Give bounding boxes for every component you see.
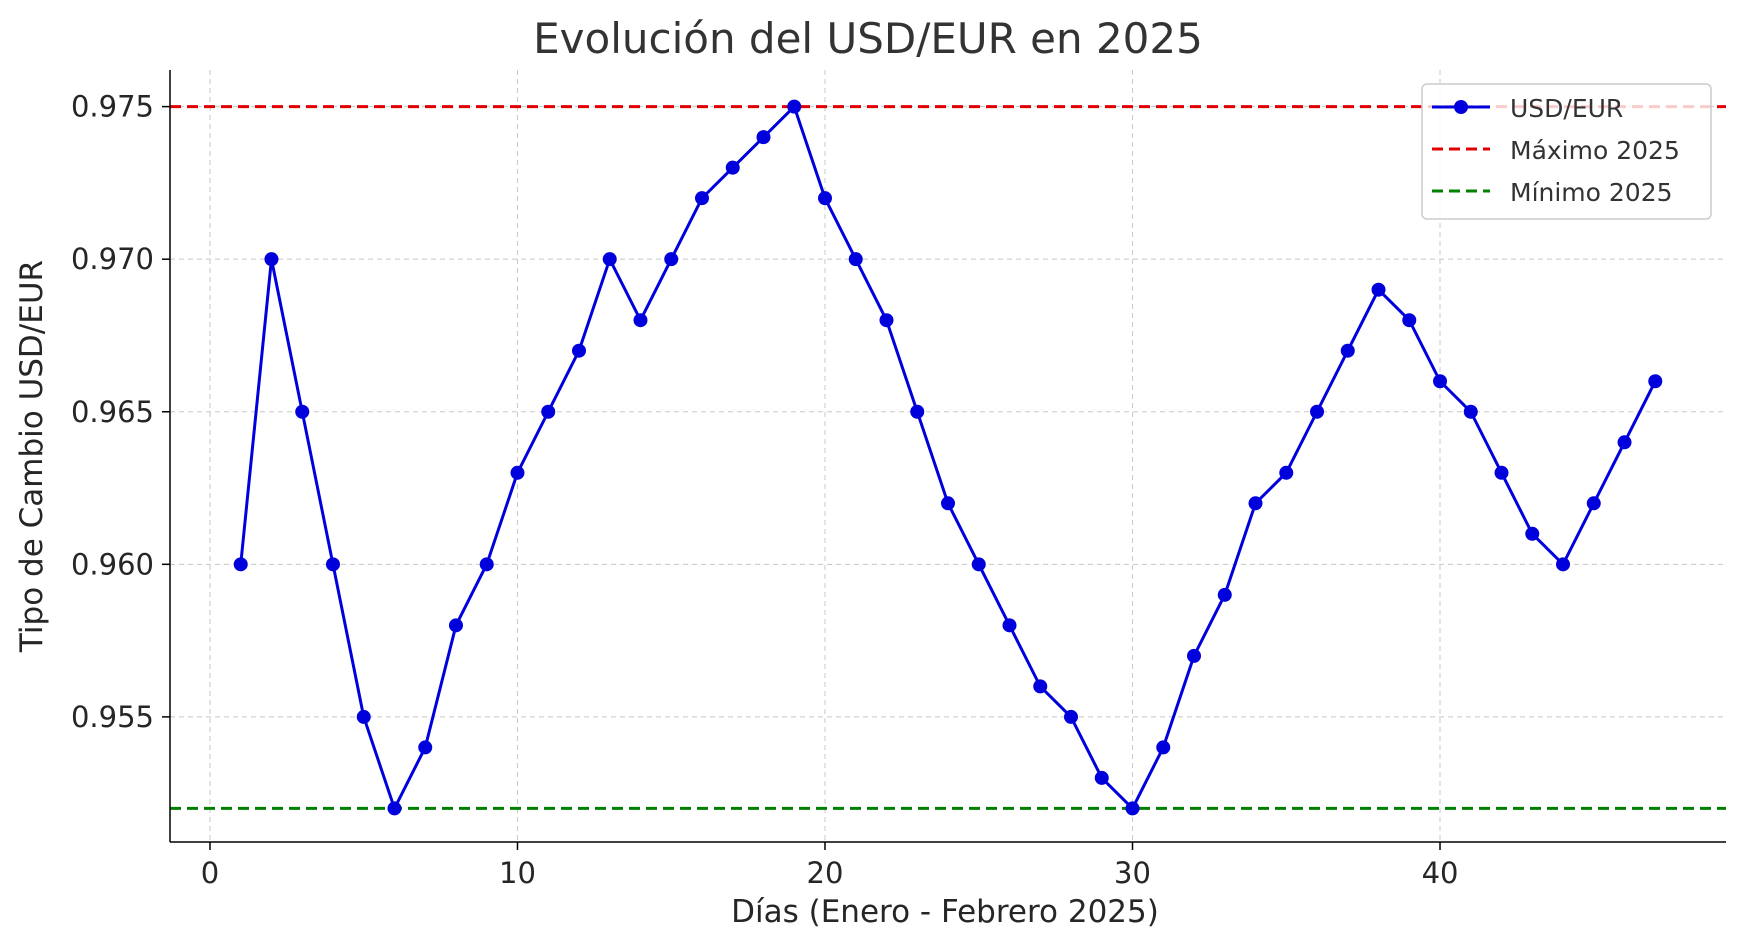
data-point xyxy=(571,343,586,358)
data-point xyxy=(1556,557,1571,572)
data-point xyxy=(1340,343,1355,358)
tick-labels: 0 10 20 30 40 0.955 0.960 0.965 0.970 0.975 xyxy=(71,90,1459,890)
data-point xyxy=(448,618,463,633)
data-point xyxy=(633,313,648,328)
data-point xyxy=(1617,435,1632,450)
data-point xyxy=(264,252,279,267)
data-point xyxy=(971,557,986,572)
legend-box xyxy=(1421,83,1712,220)
data-point xyxy=(1494,465,1509,480)
data-point xyxy=(941,496,955,511)
data-point xyxy=(510,465,525,480)
data-point xyxy=(1033,679,1048,694)
y-tick-label: 0.955 xyxy=(71,700,154,734)
data-point xyxy=(725,160,740,175)
chart-title: Evolución del USD/EUR en 2025 xyxy=(533,14,1203,63)
data-point xyxy=(1248,496,1263,511)
legend-max-label: Máximo 2025 xyxy=(1510,136,1680,165)
data-point xyxy=(694,191,709,206)
data-point xyxy=(1279,465,1294,480)
x-tick-label: 0 xyxy=(201,856,219,890)
y-tick-label: 0.960 xyxy=(71,547,154,581)
data-point xyxy=(756,130,771,145)
data-point xyxy=(1371,282,1386,297)
legend: USD/EUR Máximo 2025 Mínimo 2025 xyxy=(1421,83,1712,220)
y-tick-label: 0.970 xyxy=(71,242,154,276)
data-point xyxy=(602,252,617,267)
y-axis-label: Tipo de Cambio USD/EUR xyxy=(14,260,50,653)
x-tick-label: 30 xyxy=(1114,856,1151,890)
data-point xyxy=(664,252,679,267)
data-point xyxy=(1125,801,1140,816)
data-point xyxy=(1002,618,1017,633)
data-point xyxy=(325,557,340,572)
data-point xyxy=(1064,709,1079,724)
data-point xyxy=(479,557,494,572)
data-point xyxy=(1525,526,1540,541)
data-point xyxy=(848,252,863,267)
y-tick-label: 0.975 xyxy=(71,90,154,124)
data-point xyxy=(1156,740,1171,755)
data-point xyxy=(879,313,894,328)
x-tick-label: 20 xyxy=(807,856,844,890)
data-point xyxy=(1463,404,1478,419)
x-tick-label: 40 xyxy=(1422,856,1459,890)
data-point xyxy=(1648,374,1663,389)
data-point xyxy=(1217,587,1232,602)
data-point xyxy=(1586,496,1601,511)
legend-usdeur-label: USD/EUR xyxy=(1510,94,1623,123)
data-point xyxy=(1187,648,1202,663)
data-point xyxy=(1402,313,1417,328)
data-point xyxy=(1310,404,1325,419)
axes xyxy=(162,70,1726,850)
data-point xyxy=(295,404,310,419)
y-tick-label: 0.965 xyxy=(71,395,154,429)
data-point xyxy=(356,709,371,724)
legend-min-label: Mínimo 2025 xyxy=(1510,178,1673,207)
legend-usdeur-marker xyxy=(1454,100,1468,114)
data-point xyxy=(787,99,802,114)
data-point xyxy=(418,740,433,755)
series-layer xyxy=(233,99,1663,816)
data-point xyxy=(1433,374,1448,389)
data-point xyxy=(1094,770,1109,785)
x-axis-label: Días (Enero - Febrero 2025) xyxy=(731,894,1159,930)
x-tick-label: 10 xyxy=(499,856,536,890)
data-point xyxy=(541,404,556,419)
data-point xyxy=(387,801,402,816)
data-point xyxy=(910,404,925,419)
data-point xyxy=(817,191,832,206)
data-point xyxy=(233,557,248,572)
